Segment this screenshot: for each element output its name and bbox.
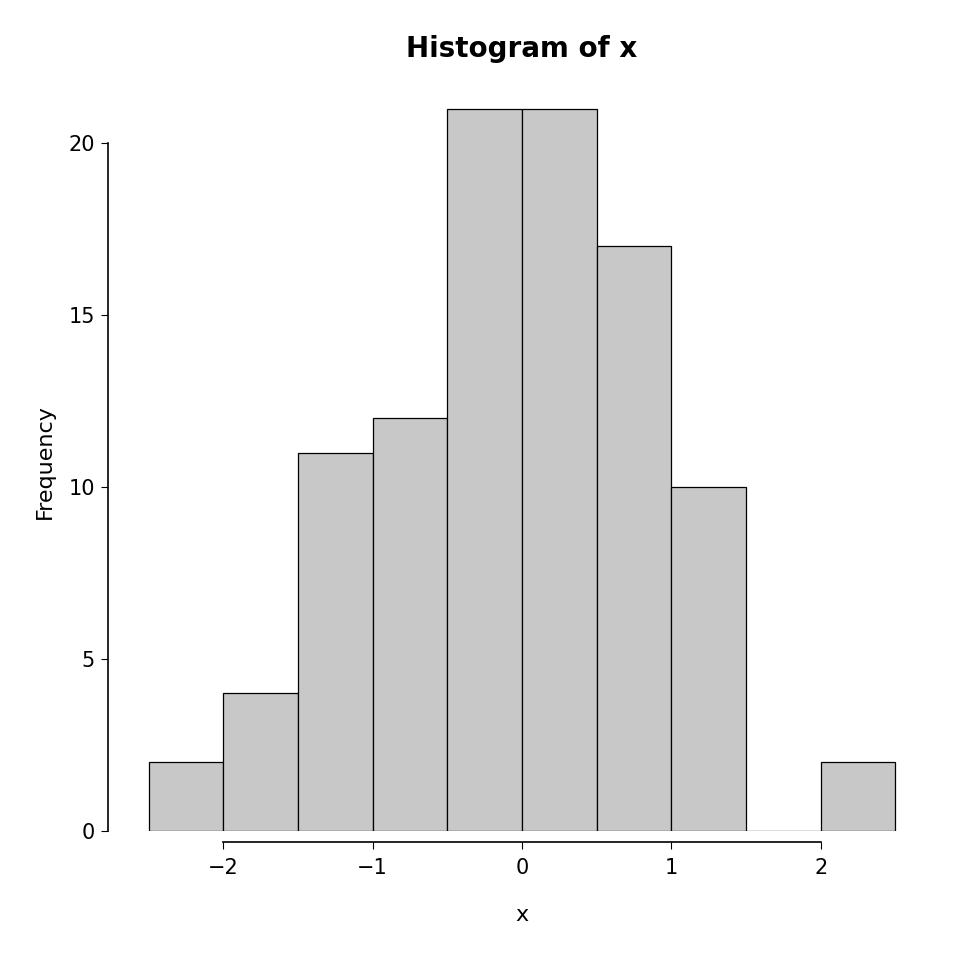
Bar bbox=[447, 108, 522, 831]
Bar bbox=[224, 693, 298, 831]
Bar bbox=[597, 247, 671, 831]
Bar bbox=[671, 487, 746, 831]
Bar bbox=[372, 419, 447, 831]
Title: Histogram of x: Histogram of x bbox=[406, 35, 637, 62]
Y-axis label: Frequency: Frequency bbox=[35, 404, 55, 518]
Bar bbox=[149, 762, 224, 831]
Bar bbox=[298, 453, 372, 831]
Bar bbox=[821, 762, 896, 831]
X-axis label: x: x bbox=[516, 905, 529, 925]
Bar bbox=[522, 108, 597, 831]
